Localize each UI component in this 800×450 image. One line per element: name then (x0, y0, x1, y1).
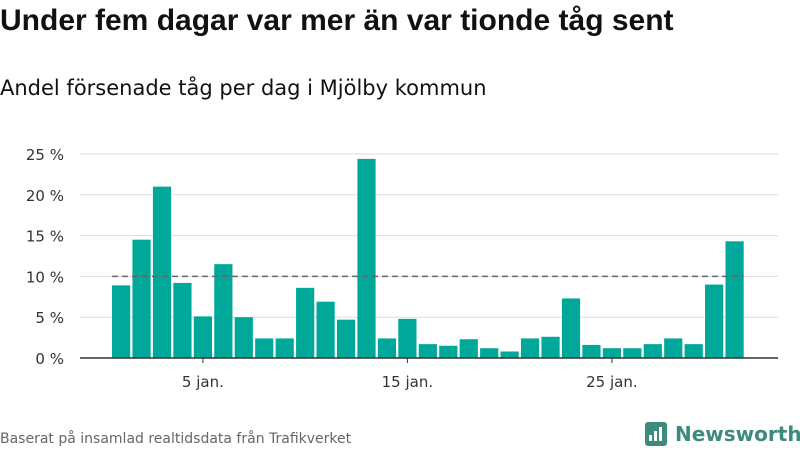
newsworthy-logo: Newsworthy (645, 419, 800, 449)
bar (623, 348, 642, 358)
bar (684, 344, 703, 358)
bar (602, 348, 621, 358)
y-tick-label: 25 % (26, 146, 64, 164)
bar (275, 338, 294, 358)
x-tick-label: 25 jan. (586, 373, 638, 391)
source-note: Baserat på insamlad realtidsdata från Tr… (0, 431, 352, 447)
bar (561, 298, 581, 358)
chart-title: Under fem dagar var mer än var tionde tå… (0, 4, 674, 37)
bar (459, 339, 478, 358)
bar (357, 158, 376, 358)
y-tick-label: 0 % (35, 350, 64, 368)
bar (521, 338, 540, 358)
bar (152, 186, 172, 358)
bar (316, 301, 335, 358)
brand-name: Newsworthy (675, 422, 800, 446)
bar (582, 344, 601, 358)
bar (173, 282, 192, 358)
bar (214, 264, 233, 358)
x-tick-label: 15 jan. (382, 373, 434, 391)
bar (705, 284, 724, 358)
bar (725, 241, 744, 358)
chart-subtitle: Andel försenade tåg per dag i Mjölby kom… (0, 76, 487, 100)
bar (112, 285, 131, 358)
bar-chart-icon (645, 422, 667, 446)
bar (500, 351, 519, 358)
y-tick-label: 20 % (26, 187, 64, 205)
bar (296, 287, 315, 358)
bar (439, 345, 458, 358)
bar (643, 344, 662, 358)
bar (541, 336, 560, 358)
x-tick-label: 5 jan. (182, 373, 224, 391)
bar (418, 344, 437, 358)
bar (234, 317, 253, 358)
y-tick-label: 5 % (35, 309, 64, 327)
bar (398, 318, 417, 358)
bar (336, 319, 356, 358)
bar (377, 338, 397, 358)
bar (132, 239, 151, 358)
bar (255, 338, 274, 358)
y-tick-label: 15 % (26, 228, 64, 246)
bar (193, 316, 212, 358)
y-tick-label: 10 % (26, 268, 64, 286)
bar (664, 338, 683, 358)
bar (480, 348, 499, 358)
